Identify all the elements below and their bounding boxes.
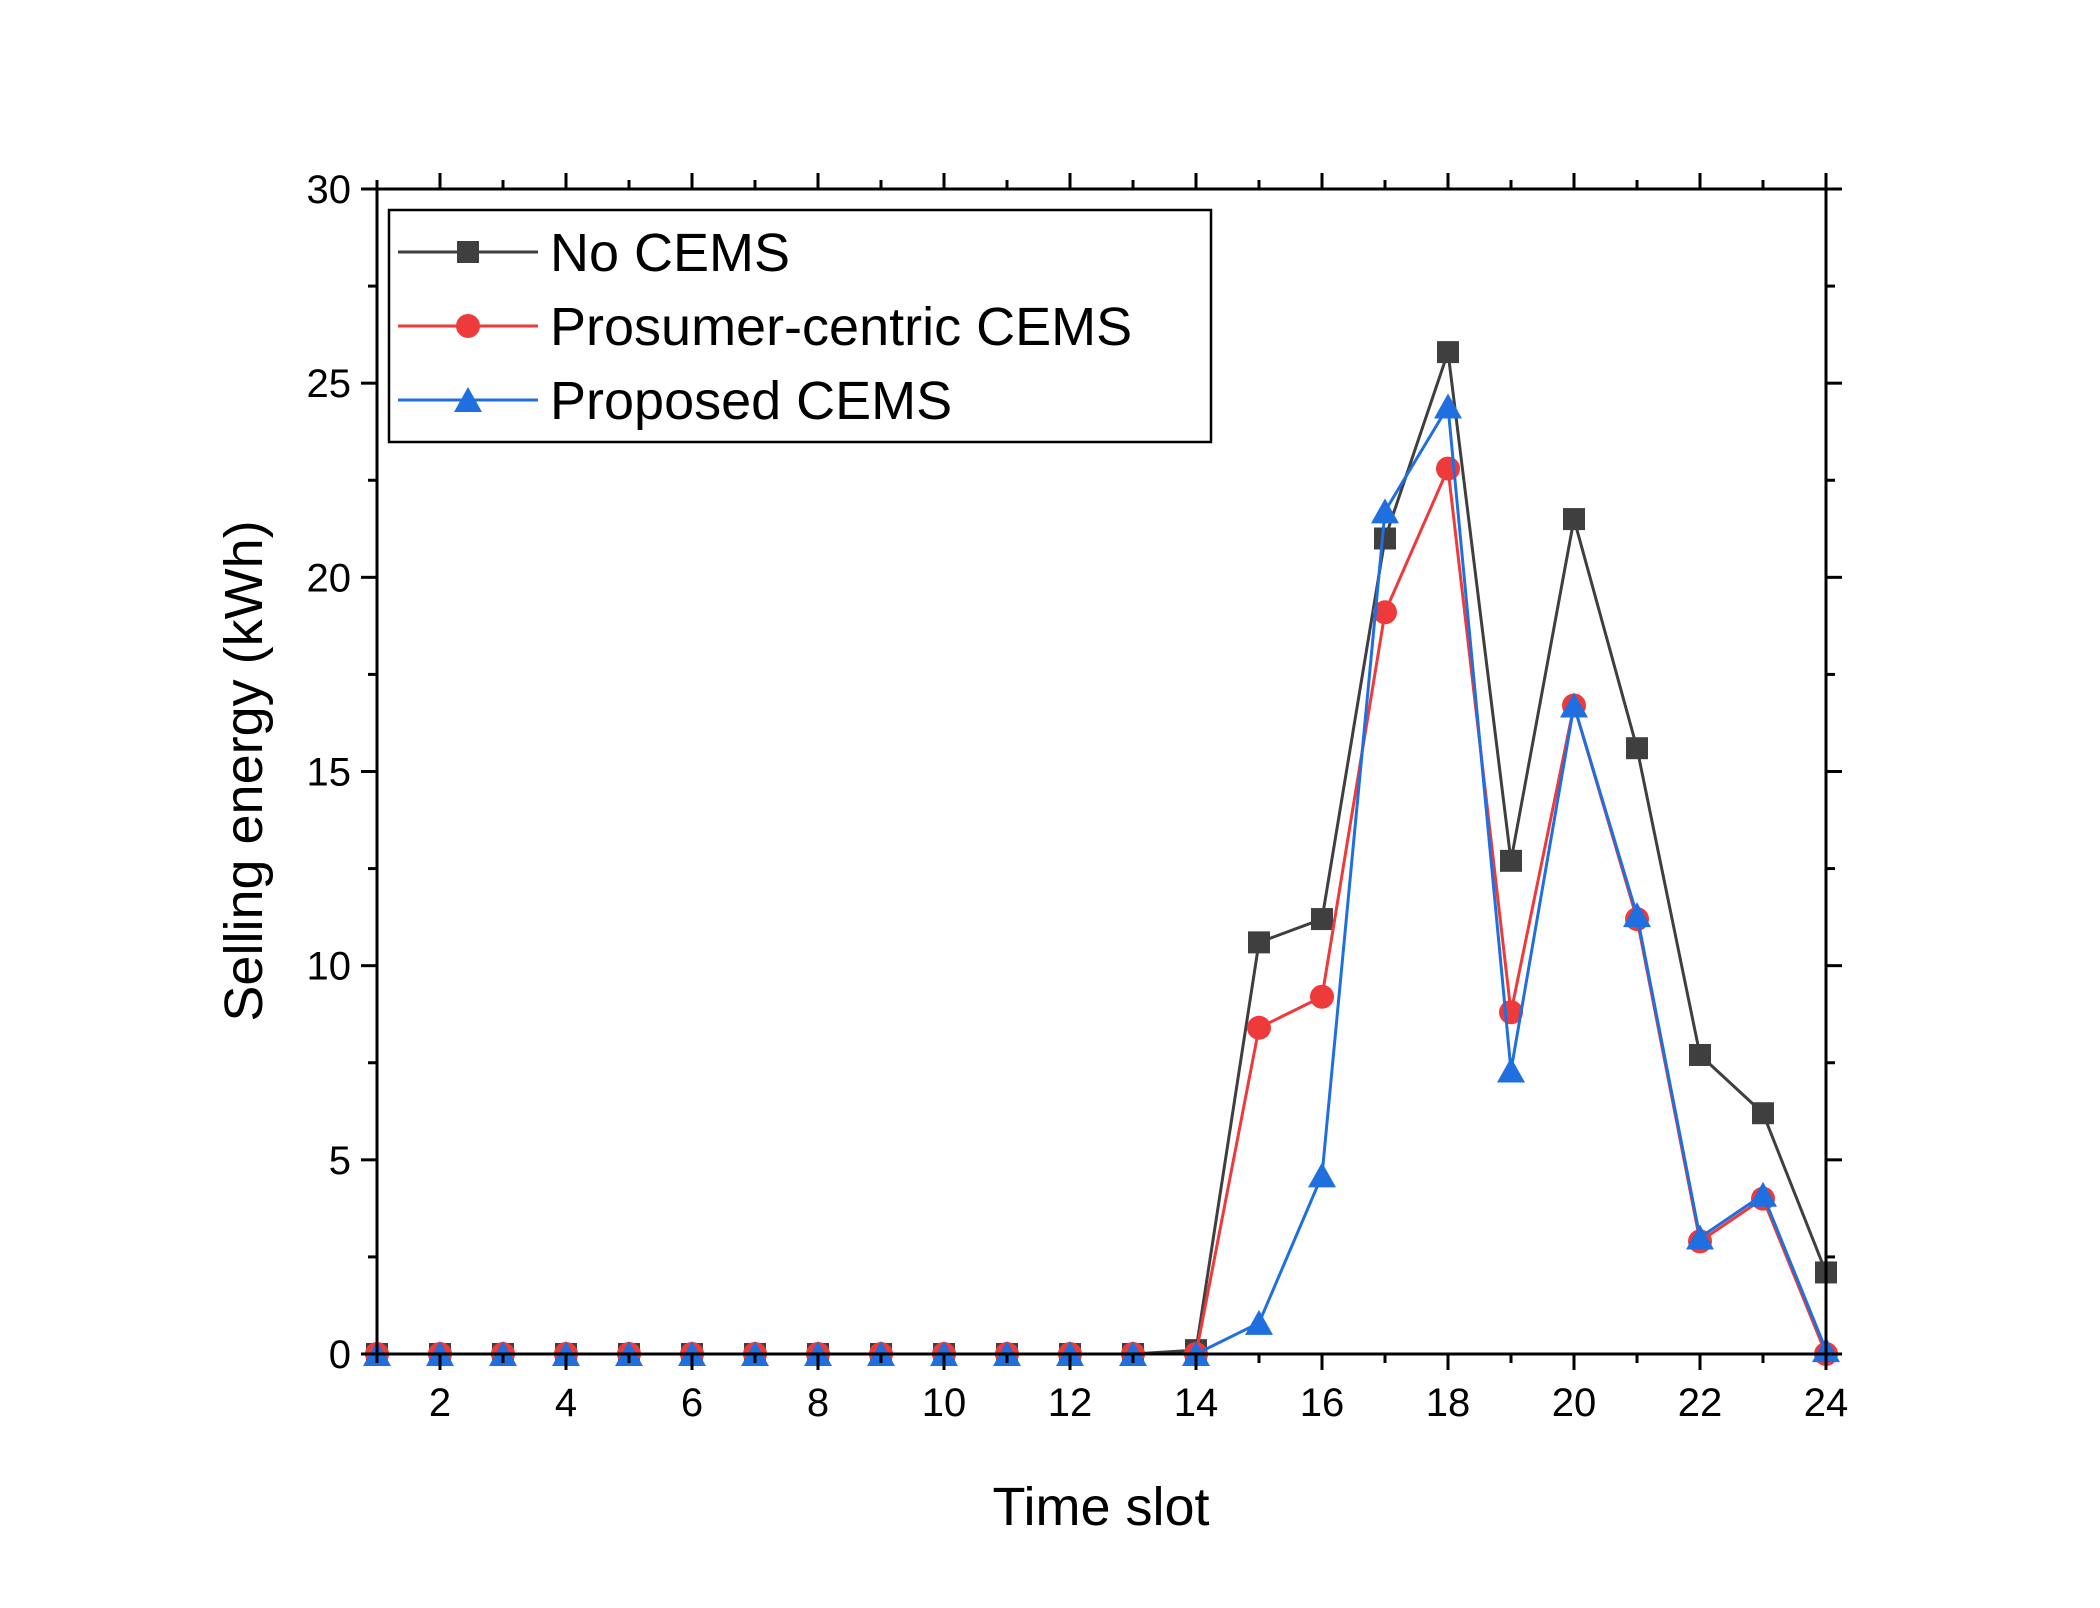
series-line	[377, 467, 1828, 1356]
data-point	[1245, 1309, 1273, 1335]
data-point	[1500, 849, 1522, 872]
x-tick-label: 12	[1048, 1381, 1093, 1425]
data-point	[1749, 1181, 1777, 1207]
x-tick-label: 18	[1426, 1381, 1471, 1425]
x-tick-label: 14	[1174, 1381, 1219, 1425]
x-tick-label: 2	[429, 1381, 451, 1425]
data-point	[1310, 984, 1334, 1009]
y-tick-label: 15	[307, 751, 352, 795]
data-point	[1626, 737, 1648, 760]
x-tick-label: 24	[1804, 1381, 1849, 1425]
legend-marker	[454, 387, 482, 412]
x-tick-label: 22	[1678, 1381, 1723, 1425]
x-tick-label: 10	[922, 1381, 967, 1425]
x-tick-label: 20	[1552, 1381, 1597, 1425]
plot-series-layer	[363, 341, 1840, 1366]
data-point	[1248, 931, 1270, 954]
legend-label: Proposed CEMS	[550, 371, 952, 431]
data-point	[1373, 600, 1397, 625]
x-axis-title: Time slot	[992, 1477, 1209, 1537]
data-point	[1623, 902, 1651, 928]
series-line	[377, 350, 1828, 1356]
y-tick-label: 10	[307, 945, 352, 989]
y-tick-label: 25	[307, 362, 352, 406]
x-tick-label: 4	[555, 1381, 577, 1425]
legend: No CEMS Prosumer-centric CEMS Proposed CEM…	[387, 208, 1213, 444]
legend-label: No CEMS	[550, 223, 790, 283]
legend-marker	[456, 314, 480, 338]
y-tick-label: 30	[307, 168, 352, 212]
y-tick-label: 0	[329, 1333, 351, 1377]
data-point	[1497, 1057, 1525, 1083]
y-tick-label: 5	[329, 1139, 351, 1183]
x-tick-label: 8	[807, 1381, 829, 1425]
data-point	[1560, 692, 1588, 718]
legend-marker	[457, 241, 479, 263]
series-line	[377, 404, 1828, 1356]
x-tick-label: 6	[681, 1381, 703, 1425]
y-axis-title: Selling energy (kWh)	[214, 520, 274, 1021]
data-point	[1434, 393, 1462, 419]
legend-entries: No CEMS Prosumer-centric CEMS Proposed CEM…	[398, 223, 1132, 431]
x-tick-label: 16	[1300, 1381, 1345, 1425]
y-tick-label: 20	[307, 556, 352, 600]
series-1	[365, 456, 1838, 1366]
data-point	[1436, 456, 1460, 481]
data-point	[1311, 908, 1333, 931]
data-point	[1686, 1224, 1714, 1250]
data-point	[1247, 1015, 1271, 1040]
data-point	[1689, 1043, 1711, 1066]
data-point	[1374, 527, 1396, 550]
data-point	[1563, 508, 1585, 531]
data-point	[1308, 1162, 1336, 1188]
data-point	[1752, 1102, 1774, 1125]
series-2	[363, 393, 1840, 1366]
data-point	[1437, 341, 1459, 364]
legend-label: Prosumer-centric CEMS	[550, 297, 1132, 357]
data-point	[1371, 498, 1399, 524]
